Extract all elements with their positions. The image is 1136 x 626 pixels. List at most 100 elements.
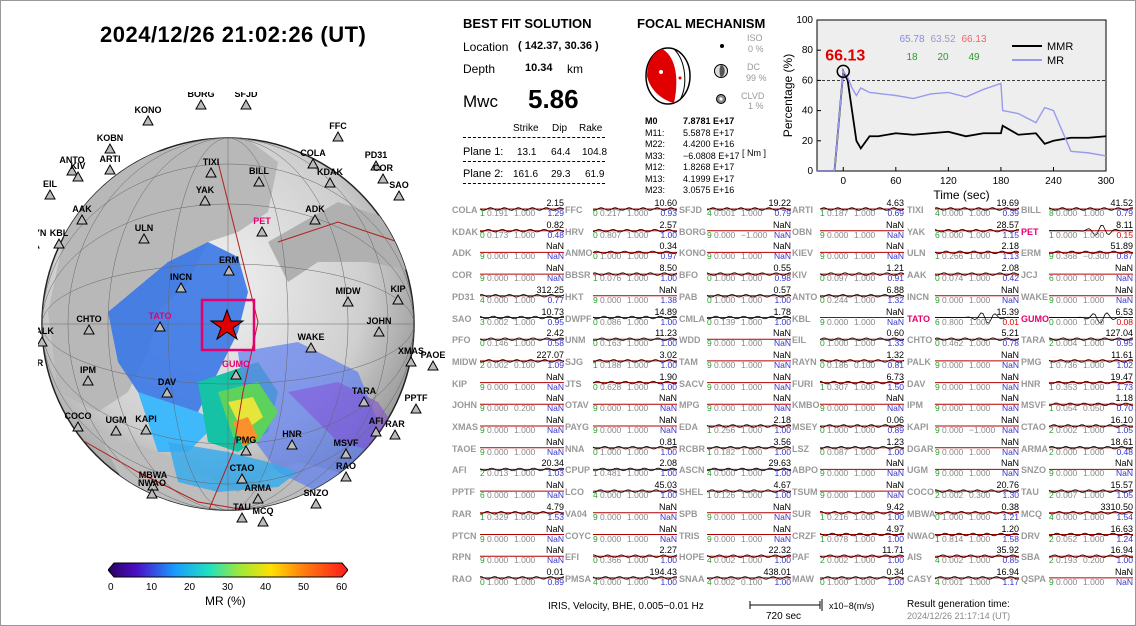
mr-heatmap (108, 242, 398, 492)
station-mr: NaN (1114, 284, 1133, 295)
variance-reduction: 0.188 (600, 359, 622, 370)
stat-value: 65.78 (899, 34, 924, 45)
station-code: UNM (565, 335, 586, 346)
quality-flag: 2 (820, 555, 825, 566)
depth-unit: km (567, 62, 583, 76)
station-label: ERM (219, 255, 239, 265)
variance-reduction: 0.000 (714, 229, 736, 240)
plane1-rake: 104.8 (582, 147, 608, 158)
variance-reduction: 0.000 (714, 359, 736, 370)
x-tick-label: 0 (840, 176, 846, 187)
amplitude-ratio: NaN (886, 490, 904, 501)
variance-reduction: 0.000 (827, 468, 849, 479)
quality-flag: 0 (593, 229, 598, 240)
station-code: TATO (907, 313, 930, 324)
station-ugm: UGM (106, 415, 127, 436)
quality-flag: 2 (480, 468, 485, 479)
station-label: KDAK (317, 167, 343, 177)
amplitude-ratio: 1.53 (547, 511, 564, 522)
y-tick-label: 20 (802, 136, 814, 147)
weight: 1.000 (627, 446, 649, 457)
observed-trace (934, 532, 1020, 537)
series-mr-line (817, 69, 1107, 172)
station-mr: 14.89 (654, 306, 677, 317)
station-mr: NaN (885, 458, 904, 469)
observed-trace (1048, 380, 1134, 385)
variance-reduction: 0.000 (487, 425, 509, 435)
station-pd31: PD31 (365, 150, 387, 171)
variance-reduction: 0.000 (487, 251, 509, 262)
variance-reduction: 0.000 (600, 403, 622, 414)
weight: 1.000 (514, 511, 536, 522)
y-tick-label: 40 (802, 106, 814, 117)
station-mr: 1.18 (1115, 393, 1133, 404)
quality-flag: 0 (707, 273, 712, 284)
quality-flag: 0 (480, 576, 485, 587)
station-label: INCN (170, 272, 192, 282)
variance-reduction: 0.086 (600, 316, 622, 327)
amplitude-ratio: 1.00 (887, 555, 904, 566)
weight: 1.000 (854, 468, 876, 479)
station-code: PAF (792, 552, 810, 563)
variance-reduction: 0.256 (714, 425, 736, 435)
quality-flag: 2 (480, 359, 485, 370)
variance-reduction: 0.807 (600, 229, 622, 240)
station-mcq: MCQ (253, 506, 274, 527)
station-mr: 0.38 (1001, 501, 1019, 512)
variance-reduction: 0.126 (714, 490, 736, 501)
x-tick-label: 180 (993, 176, 1010, 187)
plane2-strike: 161.6 (513, 169, 539, 180)
station-code: DGAR (907, 443, 934, 454)
plate-boundaries (67, 161, 399, 510)
weight: 1.000 (854, 273, 876, 284)
amplitude-ratio: NaN (546, 490, 564, 501)
quality-flag: 9 (480, 403, 485, 414)
station-mr: 438.01 (763, 566, 791, 577)
tensor-value: 1.8268 E+17 (683, 162, 735, 172)
weight: 1.000 (741, 403, 763, 414)
weight: 0.100 (514, 359, 536, 370)
station-pptf: PPTF (404, 393, 428, 414)
weight: 1.000 (741, 208, 763, 218)
amplitude-ratio: NaN (1115, 468, 1133, 479)
station-label: AFI (369, 416, 384, 426)
station-mr: NaN (545, 371, 564, 382)
station-code: JCJ (1021, 270, 1038, 281)
tensor-value: 3.0575 E+16 (683, 185, 735, 195)
station-mr: NaN (772, 349, 791, 360)
quality-flag: 0 (935, 273, 940, 284)
quality-flag: 6 (480, 490, 485, 501)
quality-flag: 9 (935, 381, 940, 392)
variance-reduction: 0.000 (600, 425, 622, 435)
variance-reduction: 0.736 (1056, 359, 1078, 370)
station-tau: TAU (233, 502, 251, 523)
station-code: KMBO (792, 400, 820, 411)
variance-reduction: 0.087 (827, 446, 849, 457)
amplitude-ratio: NaN (886, 468, 904, 479)
variance-reduction: 0.000 (600, 490, 622, 501)
observed-trace (820, 576, 905, 580)
station-code: EIL (792, 335, 807, 346)
variance-reduction: 0.000 (487, 403, 509, 414)
weight: 1.000 (741, 555, 763, 566)
weight: 1.000 (741, 381, 763, 392)
observed-trace (819, 380, 905, 385)
quality-flag: 9 (1049, 468, 1054, 479)
variance-reduction: 0.307 (827, 381, 849, 392)
clvd-value: 1 % (748, 101, 764, 111)
observed-trace (592, 380, 678, 385)
station-code: SAO (452, 313, 472, 324)
plane1-label: Plane 1: (463, 146, 504, 158)
x-tick-label: 60 (890, 176, 902, 187)
station-mr: NaN (545, 480, 564, 491)
stat-count: 18 (906, 52, 918, 63)
station-code: KONO (679, 248, 706, 259)
amplitude-ratio: NaN (773, 251, 791, 262)
amplitude-ratio: 1.00 (774, 294, 791, 305)
variance-reduction: 0.353 (1056, 381, 1078, 392)
variance-reduction: 0.002 (1056, 425, 1078, 435)
variance-reduction: 1.000 (600, 446, 622, 457)
station-mr: NaN (1000, 415, 1019, 425)
observed-trace (479, 511, 565, 515)
station-midw: MIDW (336, 286, 361, 307)
